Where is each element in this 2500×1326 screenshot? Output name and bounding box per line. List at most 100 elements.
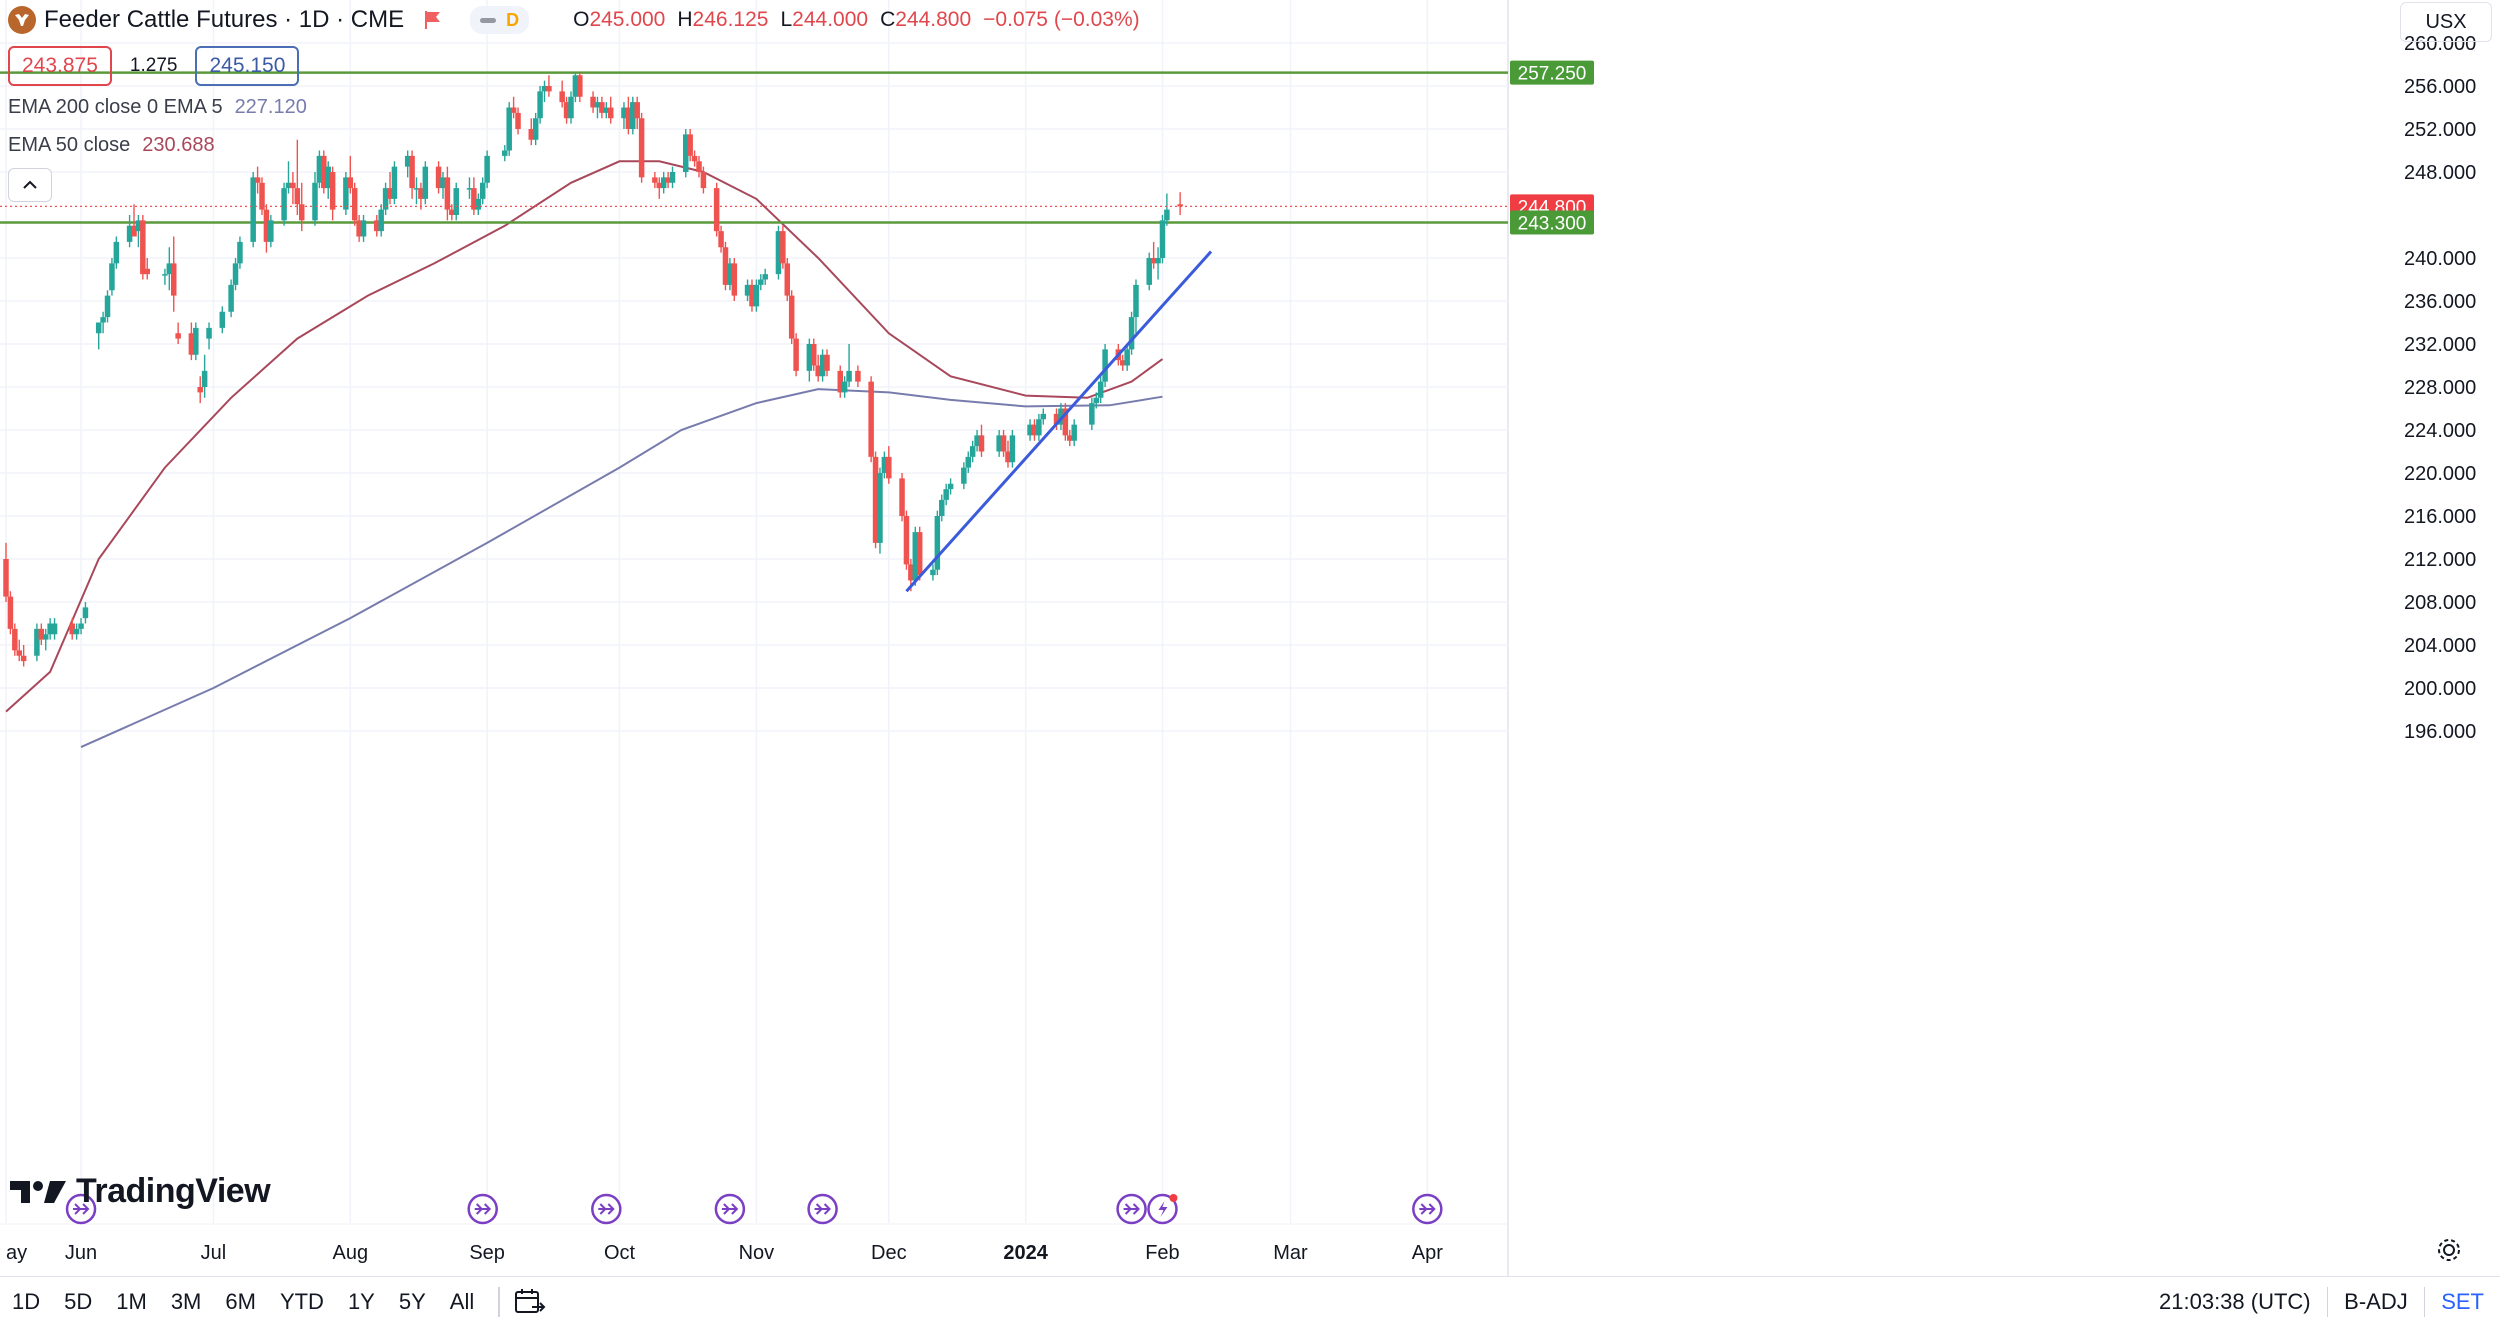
time-axis-label: Oct — [604, 1242, 636, 1264]
event-marker-icon[interactable] — [1116, 1193, 1147, 1225]
candle-body — [515, 112, 521, 129]
candle-body — [899, 478, 905, 516]
price-axis-label: 240.000 — [2404, 248, 2476, 270]
event-marker-icon[interactable] — [807, 1193, 838, 1225]
candle-body — [603, 107, 610, 113]
range-button-all[interactable]: All — [449, 1288, 475, 1314]
candle-body — [175, 333, 181, 339]
time-axis-label: Jun — [65, 1242, 97, 1264]
candle-body — [1102, 349, 1108, 382]
range-button-5y[interactable]: 5Y — [398, 1288, 426, 1314]
candle-body — [546, 86, 552, 92]
candle-body — [232, 263, 239, 285]
candle-body — [435, 166, 442, 189]
chart-settings-gear-icon[interactable] — [2435, 1236, 2463, 1264]
event-marker-icon[interactable] — [1412, 1193, 1443, 1225]
candle-body — [811, 344, 817, 366]
price-chart[interactable]: 260.000 256.000 252.000 248.000 240.000 236.0… — [0, 0, 2500, 1276]
candle-body — [607, 107, 614, 119]
candle-body — [630, 102, 636, 129]
candle-body — [100, 317, 106, 323]
study-legend-ema50[interactable]: EMA 50 close 230.688 — [8, 134, 215, 157]
ohlc-high: 246.125 — [692, 8, 769, 31]
candle-body — [1097, 381, 1104, 398]
study-legend-ema200[interactable]: EMA 200 close 0 EMA 5 227.120 — [8, 96, 307, 119]
candle-body — [599, 102, 605, 113]
candle-body — [140, 220, 146, 275]
candle-body — [290, 182, 296, 189]
range-button-6m[interactable]: 6M — [225, 1288, 256, 1314]
event-marker-icon[interactable] — [467, 1193, 498, 1225]
price-axis-label: 204.000 — [2404, 635, 2476, 657]
price-axis-label: 256.000 — [2404, 76, 2476, 98]
flag-icon[interactable] — [422, 9, 444, 31]
candle-body — [872, 456, 879, 543]
candle-body — [453, 188, 459, 215]
range-button-ytd[interactable]: YTD — [279, 1288, 324, 1314]
candle-body — [12, 628, 18, 651]
ohlc-high-label: H — [677, 8, 693, 31]
utc-clock[interactable]: 21:03:38 (UTC) — [2159, 1288, 2311, 1314]
adjustment-toggle[interactable]: B-ADJ — [2344, 1288, 2408, 1314]
price-badge-label: 243.300 — [1518, 214, 1587, 235]
time-axis-label: Aug — [332, 1242, 368, 1264]
candle-body — [1089, 403, 1095, 425]
candle-body — [656, 182, 663, 189]
study-value: 230.688 — [142, 134, 215, 156]
candle-body — [466, 188, 473, 190]
candle-body — [1040, 413, 1047, 420]
candle-body — [1155, 258, 1161, 264]
currency-select[interactable]: USX — [2400, 2, 2492, 42]
candle-body — [753, 284, 760, 307]
candle-body — [228, 284, 234, 312]
candle-body — [718, 231, 724, 248]
candle-body — [722, 247, 729, 285]
candle-body — [727, 263, 733, 285]
candle-body — [939, 499, 945, 516]
ema200-line — [80, 388, 1163, 749]
event-marker-icon[interactable] — [714, 1193, 746, 1225]
candle-body — [758, 279, 764, 285]
candle-body — [42, 634, 49, 640]
candle-body — [170, 263, 177, 296]
range-button-1y[interactable]: 1Y — [347, 1288, 375, 1314]
candle-body — [577, 75, 583, 97]
toolbar-divider — [2326, 1286, 2329, 1317]
candle-body — [532, 118, 539, 140]
event-marker-icon[interactable] — [65, 1193, 97, 1225]
calendar-goto-icon[interactable] — [512, 1287, 546, 1317]
symbol-title[interactable]: Feeder Cattle Futures · 1D · CME — [44, 6, 405, 33]
ohlc-open: 245.000 — [589, 8, 666, 31]
candle-body — [188, 333, 195, 355]
candle-body — [978, 435, 985, 452]
study-label: EMA 50 close — [8, 134, 131, 156]
candle-body — [237, 241, 243, 264]
event-marker-icon[interactable] — [1147, 1193, 1178, 1225]
candle-body — [788, 295, 795, 339]
range-button-3m[interactable]: 3M — [170, 1288, 202, 1314]
candle-body — [528, 129, 535, 140]
candle-body — [104, 295, 111, 318]
range-button-5d[interactable]: 5D — [64, 1288, 93, 1314]
market-status-pill[interactable]: D — [470, 6, 530, 34]
chevron-up-icon — [23, 180, 37, 189]
price-badge-label: 257.250 — [1518, 64, 1587, 85]
event-marker-icon[interactable] — [591, 1193, 622, 1225]
session-toggle[interactable]: SET — [2441, 1288, 2484, 1314]
range-button-1m[interactable]: 1M — [116, 1288, 147, 1314]
buy-button[interactable]: 245.150 — [195, 46, 300, 86]
candle-body — [652, 177, 658, 183]
candle-body — [7, 596, 14, 629]
candle-body — [360, 220, 367, 237]
collapse-legend-button[interactable] — [8, 168, 52, 202]
range-button-1d[interactable]: 1D — [12, 1288, 41, 1314]
time-axis-label: Apr — [1412, 1242, 1443, 1264]
candle-body — [413, 188, 420, 190]
sell-button[interactable]: 243.875 — [8, 46, 112, 86]
candle-body — [912, 532, 919, 581]
candle-body — [961, 467, 967, 484]
candle-body — [82, 607, 89, 619]
candle-body — [321, 155, 327, 189]
price-axis-label: 232.000 — [2404, 334, 2476, 356]
candle-body — [572, 75, 579, 97]
